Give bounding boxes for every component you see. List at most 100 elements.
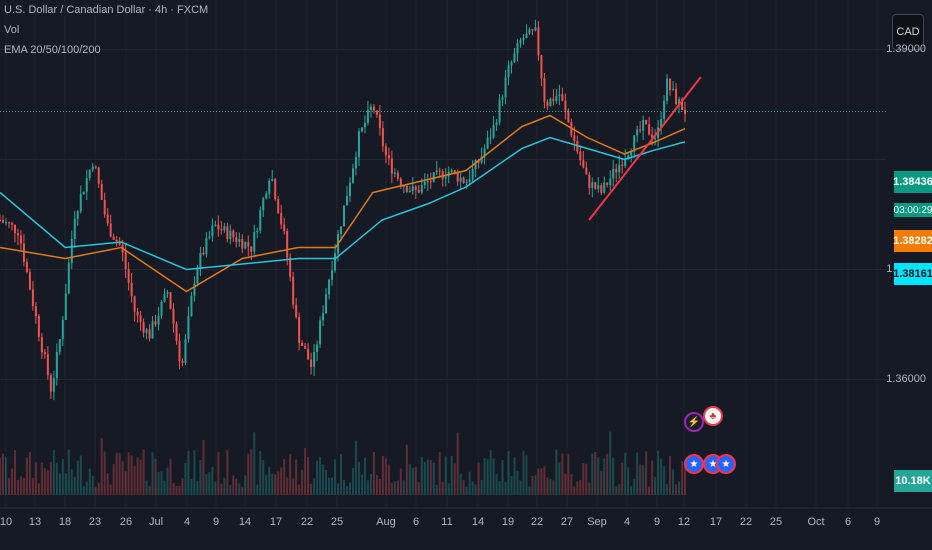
volume-bar xyxy=(193,450,196,495)
candle xyxy=(40,336,43,353)
candle xyxy=(675,88,678,104)
volume-bar xyxy=(408,464,411,495)
time-tick-label: 14 xyxy=(238,516,252,528)
volume-bar xyxy=(55,462,58,495)
volume-bar xyxy=(121,461,124,495)
candle xyxy=(357,131,360,158)
volume-bar xyxy=(615,486,618,495)
volume-bar xyxy=(636,452,639,495)
candle xyxy=(384,146,387,156)
volume-bar xyxy=(585,463,588,495)
candle xyxy=(588,174,591,188)
ema-orange-tag: 1.38282 xyxy=(893,230,932,252)
candle xyxy=(31,289,34,307)
volume-bar xyxy=(669,456,672,495)
candle xyxy=(585,167,588,175)
candle xyxy=(214,224,217,226)
volume-bar xyxy=(64,473,67,495)
volume-bar xyxy=(112,464,115,495)
volume-bar xyxy=(549,478,552,495)
volume-bar xyxy=(292,478,295,495)
volume-bar xyxy=(127,452,130,495)
volume-bar xyxy=(576,481,579,495)
volume-bar xyxy=(588,482,591,495)
candle xyxy=(663,100,666,120)
volume-bar xyxy=(169,458,172,495)
candle xyxy=(64,293,67,320)
candle xyxy=(73,218,76,240)
us-flag-icon[interactable]: ★ xyxy=(684,454,704,474)
candle xyxy=(292,276,295,305)
time-tick-label: 9 xyxy=(212,516,220,528)
volume-bar xyxy=(468,471,471,495)
candle xyxy=(25,261,28,272)
volume-bar xyxy=(319,456,322,495)
volume-bar xyxy=(465,486,468,495)
currency-button[interactable]: CAD xyxy=(892,14,924,50)
volume-bar xyxy=(208,472,211,495)
candle xyxy=(178,340,181,361)
volume-bar xyxy=(459,473,462,495)
volume-bar xyxy=(31,478,34,495)
candle xyxy=(187,315,190,340)
volume-bar xyxy=(67,449,70,495)
candle xyxy=(579,151,582,161)
candle xyxy=(4,222,7,224)
time-tick-label: 22 xyxy=(300,516,314,528)
candle xyxy=(79,194,82,212)
volume-bar xyxy=(525,455,528,495)
volume-bar xyxy=(214,481,217,495)
ema-indicator-label[interactable]: EMA 20/50/100/200 xyxy=(4,44,101,56)
candle xyxy=(630,151,633,156)
us-flag-icon[interactable]: ★ xyxy=(716,454,736,474)
candle xyxy=(654,137,657,139)
candle xyxy=(360,127,363,132)
candle xyxy=(7,222,10,224)
volume-indicator-label[interactable]: Vol xyxy=(4,24,20,36)
time-tick-label: 17 xyxy=(269,516,283,528)
time-tick-label: Oct xyxy=(807,516,825,528)
volume-bar xyxy=(130,455,133,495)
candle xyxy=(495,122,498,126)
candle xyxy=(70,239,73,264)
time-tick-label: 25 xyxy=(769,516,783,528)
candle xyxy=(375,110,378,115)
candle xyxy=(340,226,343,234)
time-tick-label: 18 xyxy=(58,516,72,528)
volume-bar xyxy=(253,432,256,495)
lightning-event-icon[interactable]: ⚡ xyxy=(684,412,704,432)
volume-bar xyxy=(426,459,429,495)
volume-bar xyxy=(223,477,226,495)
candle xyxy=(534,27,537,31)
volume-bar xyxy=(504,481,507,495)
candle xyxy=(157,315,160,325)
volume-bar xyxy=(238,483,241,495)
candle xyxy=(343,205,346,227)
candle xyxy=(331,270,334,280)
candle xyxy=(181,360,184,363)
volume-bar xyxy=(301,469,304,495)
candle xyxy=(229,230,232,240)
volume-bar xyxy=(157,471,160,495)
candle xyxy=(304,346,307,349)
candle xyxy=(444,176,447,179)
canada-flag-icon[interactable]: ♣ xyxy=(703,406,723,426)
candle xyxy=(97,167,100,184)
candle xyxy=(522,38,525,41)
volume-bar xyxy=(444,456,447,495)
volume-bar xyxy=(507,451,510,495)
volume-bar xyxy=(624,452,627,495)
symbol-title[interactable]: U.S. Dollar / Canadian Dollar · 4h · FXC… xyxy=(4,4,209,16)
volume-bar xyxy=(49,461,52,495)
candle xyxy=(441,171,444,179)
volume-bar xyxy=(16,479,19,495)
volume-bar xyxy=(343,480,346,495)
volume-bar xyxy=(322,464,325,495)
volume-bar xyxy=(651,460,654,495)
volume-bar xyxy=(471,481,474,495)
volume-bar xyxy=(46,470,49,495)
volume-bar xyxy=(4,457,7,495)
candle xyxy=(642,120,645,131)
volume-bar xyxy=(630,486,633,495)
